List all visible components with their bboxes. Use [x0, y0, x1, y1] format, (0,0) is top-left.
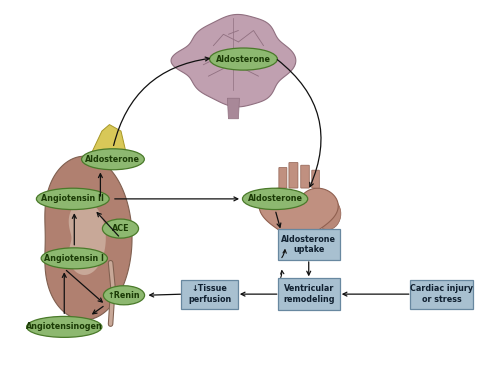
Text: ↓Tissue
perfusion: ↓Tissue perfusion	[188, 285, 231, 304]
Text: Ventricular
remodeling: Ventricular remodeling	[283, 285, 334, 304]
FancyBboxPatch shape	[181, 280, 237, 309]
Ellipse shape	[209, 48, 277, 70]
Text: Aldosterone: Aldosterone	[85, 155, 140, 164]
Text: ↑Renin: ↑Renin	[108, 291, 140, 300]
Polygon shape	[171, 14, 295, 107]
Text: Cardiac injury
or stress: Cardiac injury or stress	[409, 285, 472, 304]
Ellipse shape	[27, 316, 102, 338]
Polygon shape	[88, 125, 128, 161]
Polygon shape	[69, 201, 106, 275]
Polygon shape	[45, 156, 132, 320]
FancyBboxPatch shape	[278, 279, 339, 310]
FancyBboxPatch shape	[311, 170, 319, 188]
FancyBboxPatch shape	[278, 229, 339, 261]
Text: Aldosterone
uptake: Aldosterone uptake	[281, 235, 336, 254]
Text: Aldosterone: Aldosterone	[247, 194, 302, 203]
Ellipse shape	[36, 188, 109, 210]
Text: Angiotensinogen: Angiotensinogen	[26, 322, 102, 331]
FancyBboxPatch shape	[409, 280, 472, 309]
Text: Aldosterone: Aldosterone	[215, 54, 271, 64]
Ellipse shape	[103, 286, 144, 305]
Text: ACE: ACE	[112, 224, 129, 233]
Polygon shape	[259, 188, 338, 249]
FancyBboxPatch shape	[289, 163, 298, 188]
FancyBboxPatch shape	[279, 168, 286, 188]
Ellipse shape	[81, 149, 144, 170]
Text: Angiotensin I: Angiotensin I	[44, 254, 104, 263]
Ellipse shape	[41, 248, 107, 269]
Ellipse shape	[242, 188, 307, 210]
Polygon shape	[227, 98, 239, 119]
Ellipse shape	[102, 219, 138, 238]
FancyBboxPatch shape	[300, 165, 309, 188]
Text: Angiotensin II: Angiotensin II	[41, 194, 104, 203]
Ellipse shape	[314, 198, 340, 230]
